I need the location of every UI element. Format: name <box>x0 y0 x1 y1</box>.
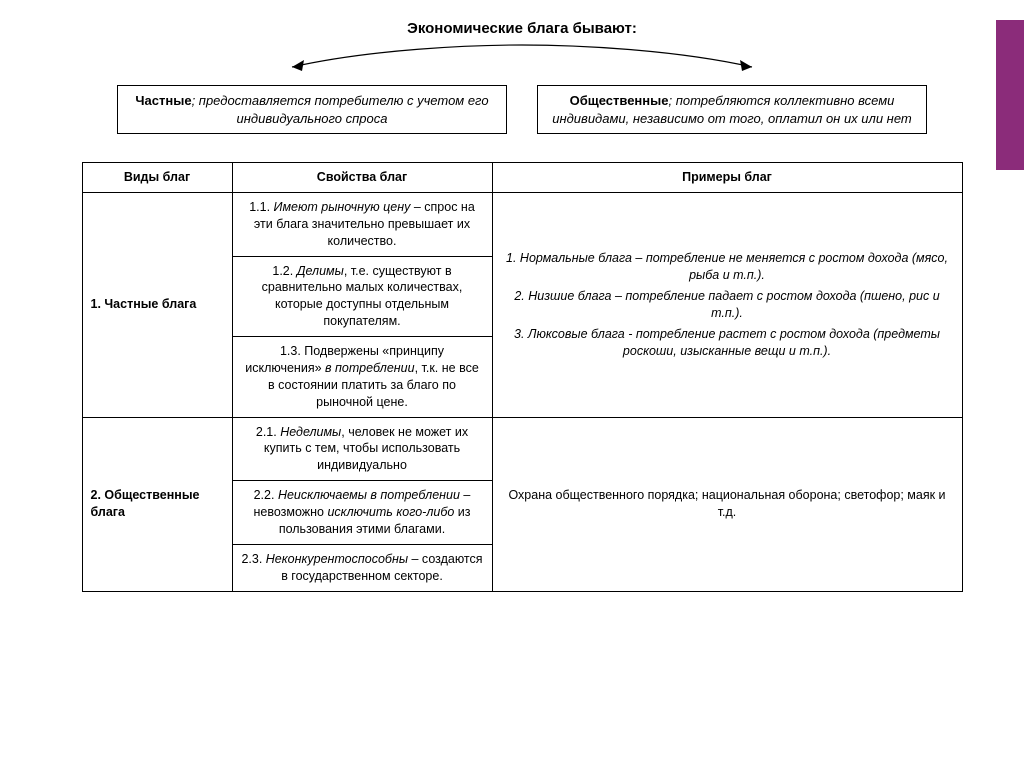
header-properties: Свойства благ <box>232 163 492 193</box>
table-row: 2. Общественные блага 2.1. Неделимы, чел… <box>82 417 962 481</box>
page-title: Экономические блага бывают: <box>60 20 984 37</box>
arrows-svg <box>172 41 872 79</box>
type-public: 2. Общественные блага <box>82 417 232 591</box>
table-row: 1. Частные блага 1.1. Имеют рыночную цен… <box>82 192 962 256</box>
prop-2-1: 2.1. Неделимы, человек не может их купит… <box>232 417 492 481</box>
branch-private-lead: Частные <box>135 93 191 108</box>
header-examples: Примеры благ <box>492 163 962 193</box>
example-line: 3. Люксовые блага - потребление растет с… <box>501 326 954 360</box>
branch-private-rest: ; предоставляется потребителю с учетом е… <box>192 93 489 126</box>
example-line: 1. Нормальные блага – потребление не мен… <box>501 250 954 284</box>
slide-container: Экономические блага бывают: Частные; пре… <box>0 0 1024 768</box>
examples-private: 1. Нормальные блага – потребление не мен… <box>492 192 962 417</box>
goods-table: Виды благ Свойства благ Примеры благ 1. … <box>82 162 963 592</box>
accent-bar <box>996 20 1024 170</box>
header-type: Виды благ <box>82 163 232 193</box>
prop-1-2: 1.2. Делимы, т.е. существуют в сравнител… <box>232 256 492 337</box>
prop-1-3: 1.3. Подвержены «принципу исключения» в … <box>232 337 492 418</box>
branch-public-lead: Общественные <box>570 93 669 108</box>
examples-public: Охрана общественного порядка; национальн… <box>492 417 962 591</box>
branch-arrows <box>82 41 962 79</box>
type-private: 1. Частные блага <box>82 192 232 417</box>
branch-boxes: Частные; предоставляется потребителю с у… <box>60 85 984 134</box>
table-header-row: Виды благ Свойства благ Примеры благ <box>82 163 962 193</box>
prop-1-1: 1.1. Имеют рыночную цену – спрос на эти … <box>232 192 492 256</box>
branch-public: Общественные; потребляются коллективно в… <box>537 85 927 134</box>
prop-2-3: 2.3. Неконкурентоспособны – создаются в … <box>232 544 492 591</box>
prop-2-2: 2.2. Неисключаемы в потреблении – невозм… <box>232 481 492 545</box>
example-line: 2. Низшие блага – потребление падает с р… <box>501 288 954 322</box>
branch-private: Частные; предоставляется потребителю с у… <box>117 85 507 134</box>
